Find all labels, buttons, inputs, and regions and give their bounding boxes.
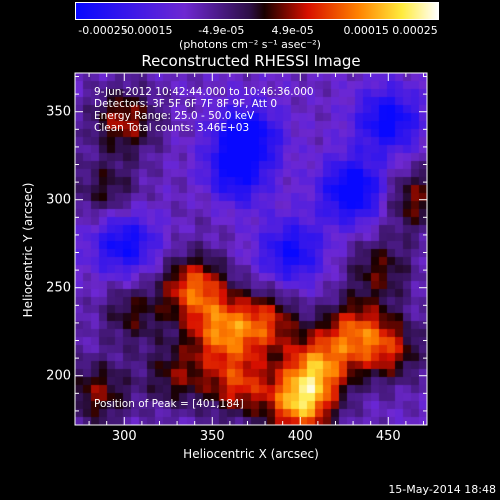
x-tick-label: 350 [199, 429, 225, 444]
y-tick-label: 350 [46, 104, 71, 120]
y-tick-label: 300 [46, 192, 71, 208]
chart-title: Reconstructed RHESSI Image [141, 52, 361, 70]
clean-total-counts-label: Clean Total counts: 3.46E+03 [94, 122, 250, 134]
colorbar-tick-label: 0.00025 [392, 24, 438, 37]
time-range-label: 9-Jun-2012 10:42:44.000 to 10:46:36.000 [94, 86, 314, 98]
colorbar-tick-label: -0.00025 [78, 24, 128, 37]
x-tick-label: 450 [375, 429, 401, 444]
y-tick-label: 250 [46, 280, 71, 296]
y-tick-label: 200 [46, 368, 71, 384]
colorbar [75, 2, 439, 20]
detectors-label: Detectors: 3F 5F 6F 7F 8F 9F, Att 0 [94, 98, 278, 110]
colorbar-tick-label: 4.9e-05 [271, 24, 314, 37]
x-axis-label: Heliocentric X (arcsec) [183, 447, 319, 461]
colorbar-tick-label: 0.00015 [343, 24, 389, 37]
x-tick-label: 400 [287, 429, 313, 444]
colorbar-tick-label: -0.00015 [123, 24, 173, 37]
energy-range-label: Energy Range: 25.0 - 50.0 keV [94, 110, 255, 122]
colorbar-tick-label: -4.9e-05 [198, 24, 245, 37]
timestamp-footer: 15-May-2014 18:48 [388, 483, 496, 496]
y-axis-label: Heliocentric Y (arcsec) [21, 182, 35, 318]
x-tick-label: 300 [111, 429, 137, 444]
colorbar-units: (photons cm⁻² s⁻¹ asec⁻²) [179, 38, 321, 51]
peak-position-label: Position of Peak = [401,184] [94, 398, 244, 410]
